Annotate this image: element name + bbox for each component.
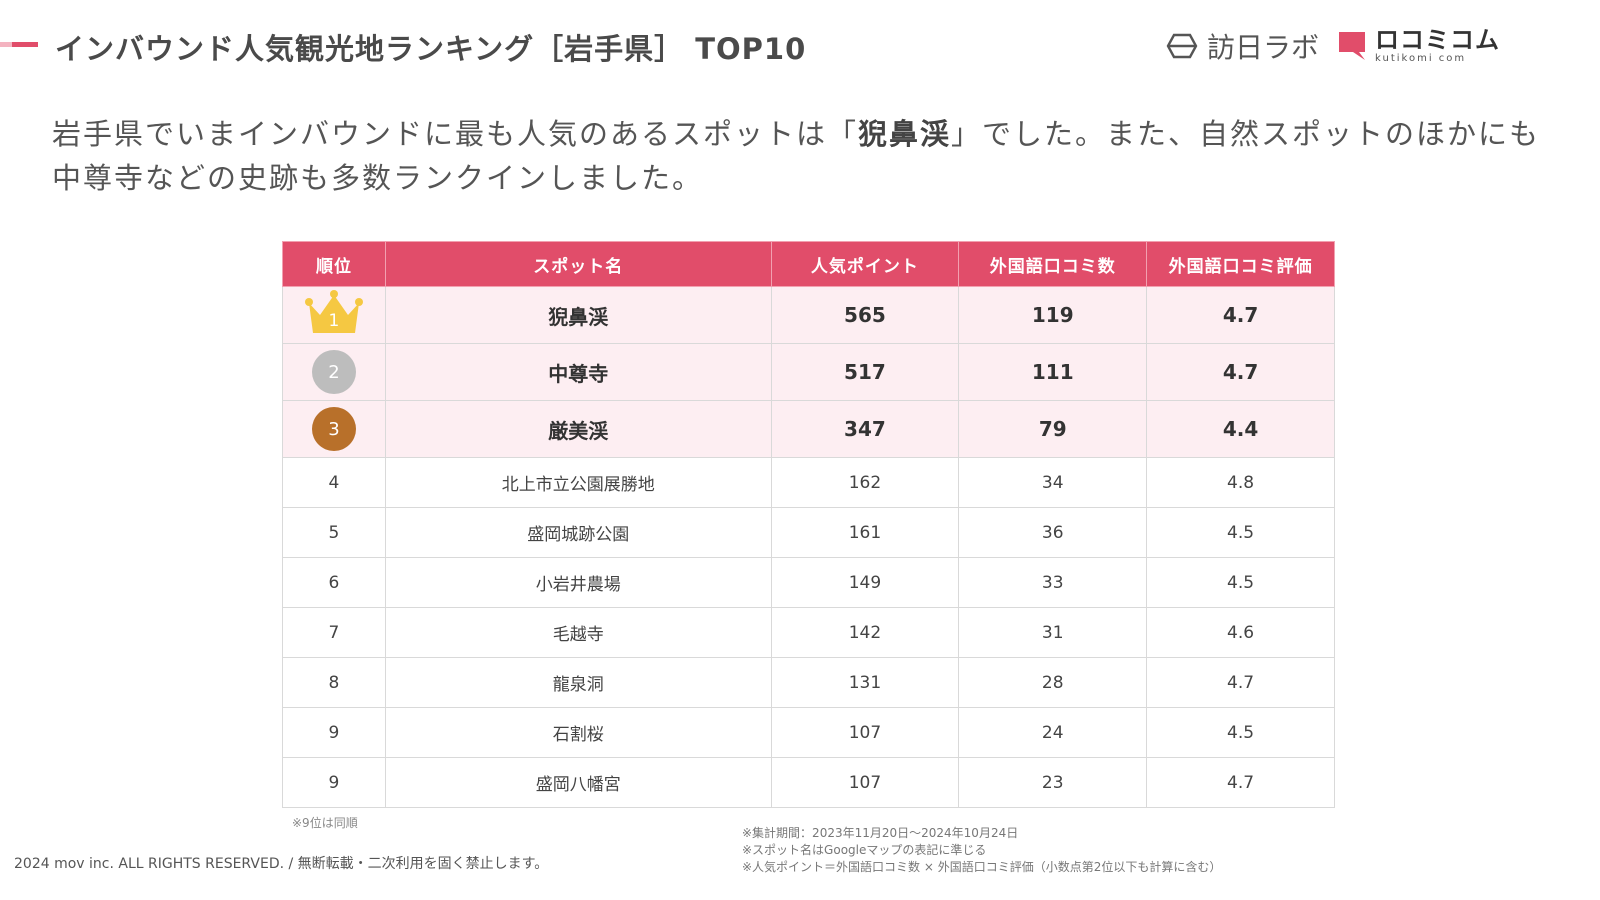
header-spot-name: スポット名	[384, 241, 772, 287]
rank-cell: 5	[282, 507, 386, 558]
table-row: 8 龍泉洞 131 28 4.7	[282, 657, 1335, 708]
spot-name: 石割桜	[384, 707, 772, 758]
ranking-table: 順位 スポット名 人気ポイント 外国語口コミ数 外国語口コミ評価 1 猊鼻渓	[282, 241, 1335, 808]
table-row: 7 毛越寺 142 31 4.6	[282, 607, 1335, 658]
table-row: 9 盛岡八幡宮 107 23 4.7	[282, 757, 1335, 808]
table-row: 1 猊鼻渓 565 119 4.7	[282, 286, 1335, 344]
review-rating: 4.5	[1146, 557, 1335, 608]
footnotes: ※集計期間：2023年11月20日～2024年10月24日 ※スポット名はGoo…	[742, 825, 1221, 876]
lead-before: 岩手県でいまインバウンドに最も人気のあるスポットは「	[52, 117, 859, 151]
review-count: 28	[958, 657, 1148, 708]
header-review-rating: 外国語口コミ評価	[1146, 241, 1335, 287]
points: 131	[770, 657, 960, 708]
rank-cell: 8	[282, 657, 386, 708]
tie-note: ※9位は同順	[292, 816, 358, 830]
rank-cell: 4	[282, 457, 386, 508]
rank-cell: 3	[282, 400, 386, 458]
points: 149	[770, 557, 960, 608]
spot-name: 厳美渓	[384, 400, 772, 458]
logo-kuchikomi-text: ロコミコム	[1375, 26, 1500, 54]
lead-after: 」でした。また、自然スポットのほかにも中尊寺などの史跡も多数ランクインしました。	[52, 117, 1541, 195]
review-rating: 4.7	[1146, 757, 1335, 808]
review-rating: 4.7	[1146, 343, 1335, 401]
lead-highlight: 猊鼻渓	[858, 117, 952, 151]
points: 161	[770, 507, 960, 558]
homon-logo-icon	[1166, 33, 1198, 59]
points: 142	[770, 607, 960, 658]
points: 107	[770, 707, 960, 758]
footnote-formula: ※人気ポイント＝外国語口コミ数 × 外国語口コミ評価（小数点第2位以下も計算に含…	[742, 860, 1222, 874]
bronze-medal-icon: 3	[311, 407, 356, 451]
header-points: 人気ポイント	[770, 241, 960, 287]
review-count: 119	[958, 286, 1148, 344]
table-row: 4 北上市立公園展勝地 162 34 4.8	[282, 457, 1335, 508]
spot-name: 毛越寺	[384, 607, 772, 658]
review-rating: 4.5	[1146, 707, 1335, 758]
rank-cell: 2	[282, 343, 386, 401]
footnote-names: ※スポット名はGoogleマップの表記に準じる	[742, 843, 987, 857]
rank-cell: 6	[282, 557, 386, 608]
rank-number: 1	[328, 310, 340, 331]
review-rating: 4.4	[1146, 400, 1335, 458]
table-header-row: 順位 スポット名 人気ポイント 外国語口コミ数 外国語口コミ評価	[282, 241, 1335, 287]
rank-cell: 7	[282, 607, 386, 658]
header-review-count: 外国語口コミ数	[958, 241, 1148, 287]
logos: 訪日ラボ ロコミコム kutikomi com	[1165, 26, 1500, 66]
review-rating: 4.6	[1146, 607, 1335, 658]
spot-name: 盛岡城跡公園	[384, 507, 772, 558]
silver-medal-icon: 2	[311, 350, 356, 394]
points: 565	[770, 286, 960, 344]
spot-name: 龍泉洞	[384, 657, 772, 708]
review-rating: 4.8	[1146, 457, 1335, 508]
spot-name: 北上市立公園展勝地	[384, 457, 772, 508]
title-accent-bar	[0, 42, 38, 47]
review-count: 111	[958, 343, 1148, 401]
review-rating: 4.7	[1146, 657, 1335, 708]
review-count: 34	[958, 457, 1148, 508]
footnote-period: ※集計期間：2023年11月20日～2024年10月24日	[742, 826, 1019, 840]
spot-name: 盛岡八幡宮	[384, 757, 772, 808]
copyright: 2024 mov inc. ALL RIGHTS RESERVED. / 無断転…	[14, 856, 549, 872]
table-row: 5 盛岡城跡公園 161 36 4.5	[282, 507, 1335, 558]
spot-name: 小岩井農場	[384, 557, 772, 608]
table-row: 9 石割桜 107 24 4.5	[282, 707, 1335, 758]
review-count: 79	[958, 400, 1148, 458]
review-count: 23	[958, 757, 1148, 808]
review-count: 24	[958, 707, 1148, 758]
logo-homon-text: 訪日ラボ	[1206, 31, 1319, 64]
spot-name: 猊鼻渓	[384, 286, 772, 344]
rank-cell: 9	[282, 707, 386, 758]
spot-name: 中尊寺	[384, 343, 772, 401]
review-count: 36	[958, 507, 1148, 558]
review-count: 31	[958, 607, 1148, 658]
rank-cell: 9	[282, 757, 386, 808]
points: 517	[770, 343, 960, 401]
points: 162	[770, 457, 960, 508]
page-title: インバウンド人気観光地ランキング［岩手県］ TOP10	[55, 32, 807, 66]
kuchikomi-logo-icon	[1339, 32, 1365, 60]
logo-homon: 訪日ラボ	[1165, 26, 1319, 66]
table-row: 2 中尊寺 517 111 4.7	[282, 343, 1335, 401]
logo-kuchikomi: ロコミコム kutikomi com	[1337, 28, 1500, 64]
review-count: 33	[958, 557, 1148, 608]
review-rating: 4.5	[1146, 507, 1335, 558]
rank-cell: 1	[282, 286, 386, 344]
points: 347	[770, 400, 960, 458]
lead-text: 岩手県でいまインバウンドに最も人気のあるスポットは「猊鼻渓」でした。また、自然ス…	[52, 112, 1552, 200]
gold-crown-icon: 1	[303, 289, 365, 337]
header-rank: 順位	[282, 241, 386, 287]
review-rating: 4.7	[1146, 286, 1335, 344]
table-row: 3 厳美渓 347 79 4.4	[282, 400, 1335, 458]
table-row: 6 小岩井農場 149 33 4.5	[282, 557, 1335, 608]
points: 107	[770, 757, 960, 808]
logo-kuchikomi-sub: kutikomi com	[1375, 53, 1467, 64]
